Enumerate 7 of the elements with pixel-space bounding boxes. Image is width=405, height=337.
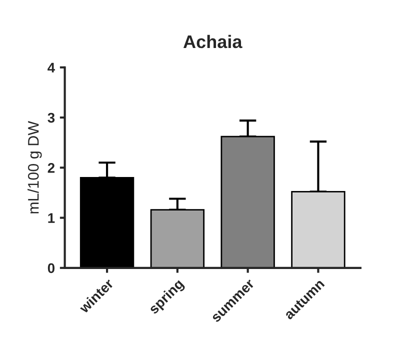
y-axis-title: mL/100 g DW	[28, 121, 42, 214]
y-tick-label: 0	[48, 263, 55, 274]
y-tick-label: 1	[48, 213, 55, 223]
y-tick-label: 2	[48, 162, 55, 173]
y-tick-label: 3	[48, 112, 55, 123]
y-tick-label: 4	[48, 62, 56, 72]
chart-title: Achaia	[183, 34, 242, 48]
